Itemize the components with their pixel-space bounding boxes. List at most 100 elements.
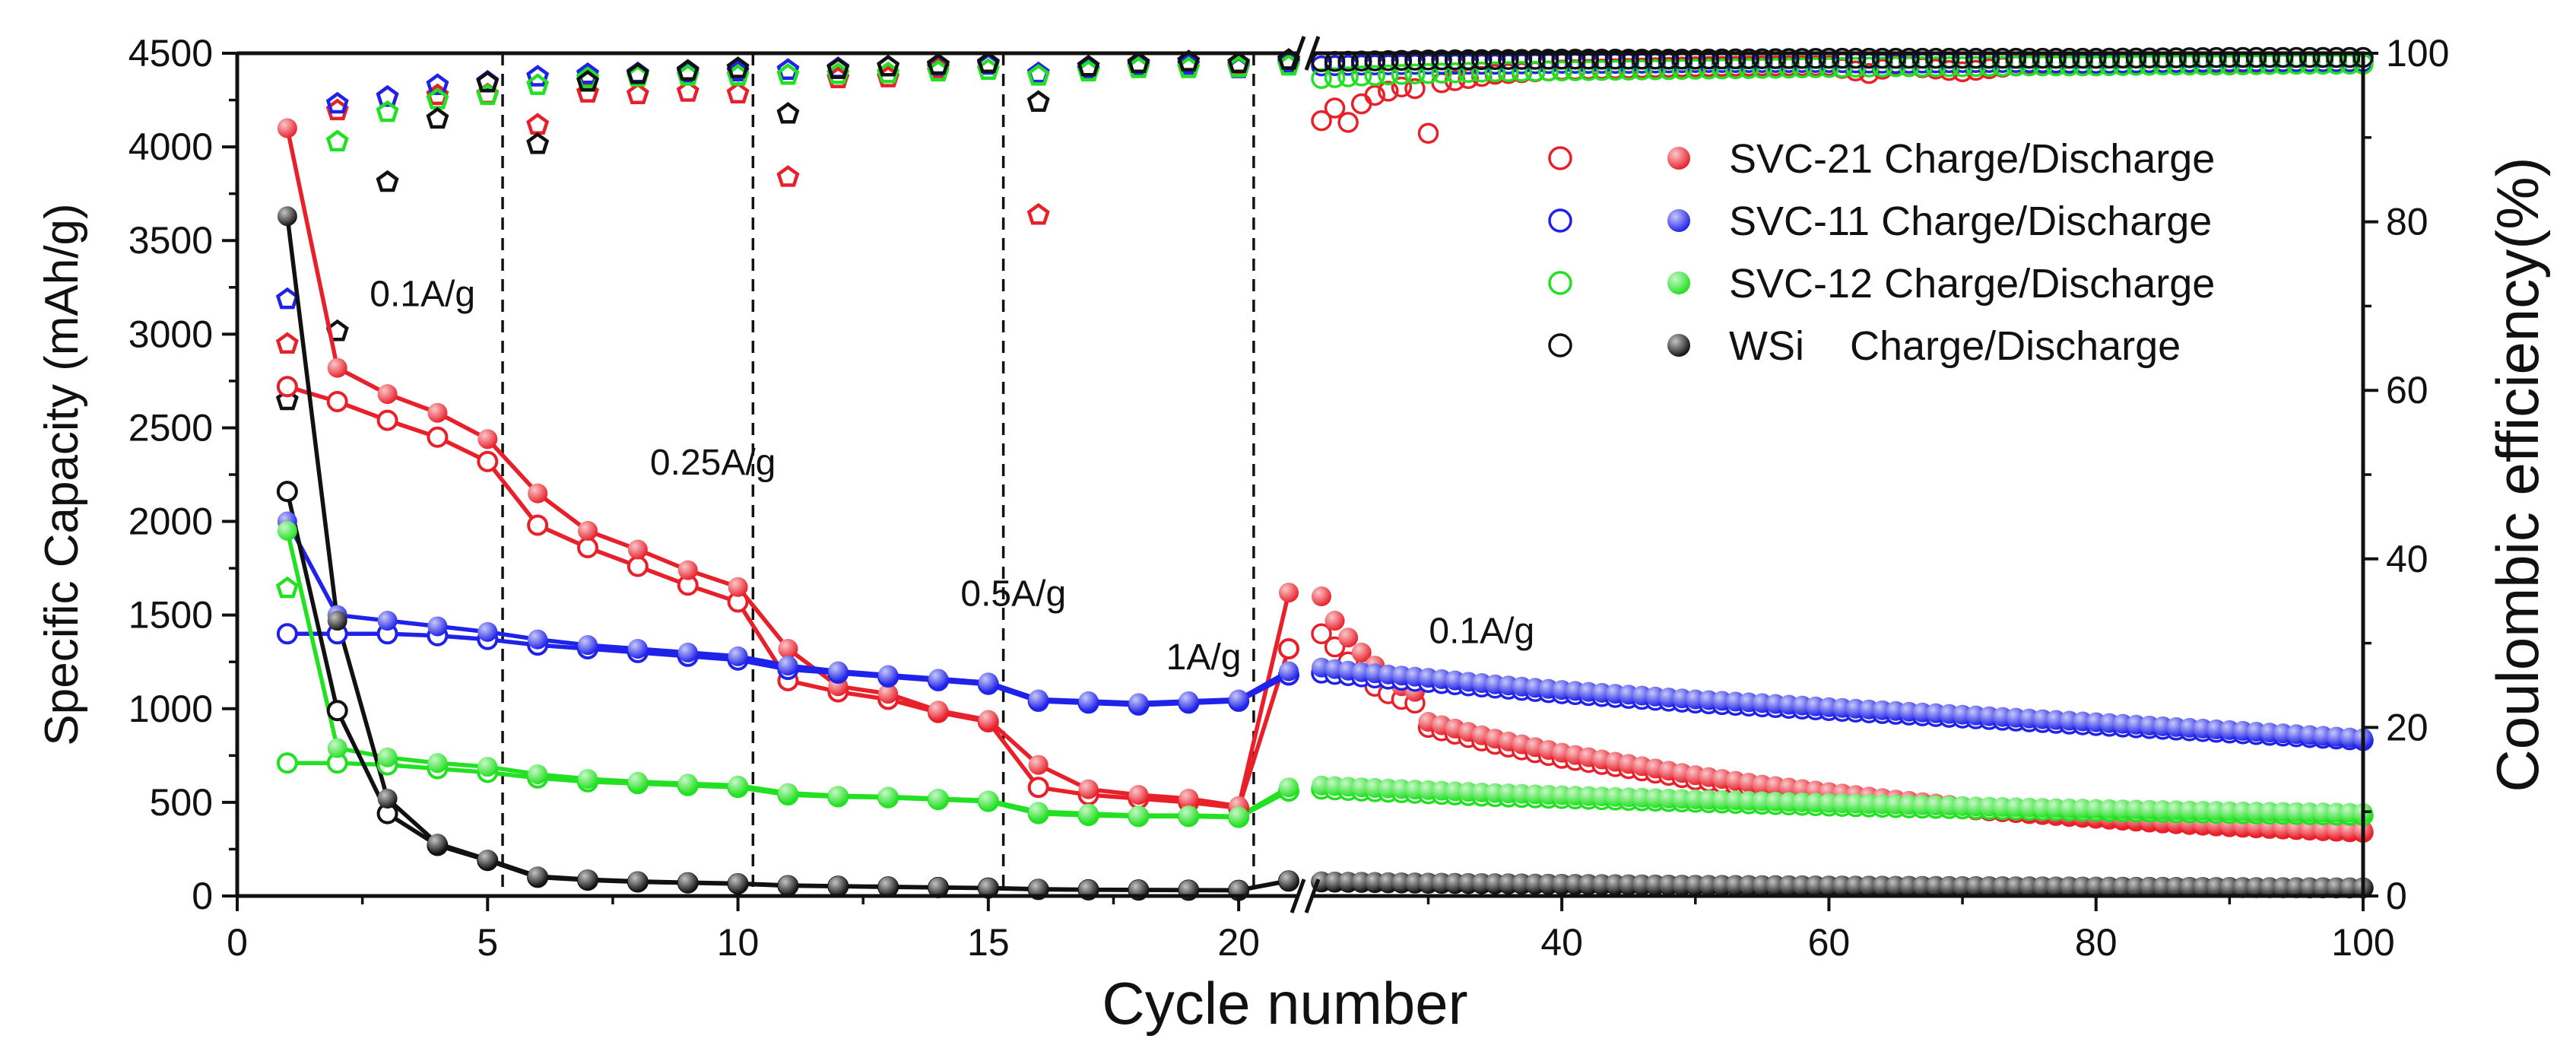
- ce-point-WSi: [2139, 47, 2160, 68]
- discharge-point-SVC-12: [528, 764, 548, 784]
- ce-point-WSi: [1911, 47, 1934, 69]
- y-left-tick-label: 1500: [128, 594, 213, 637]
- discharge-point-SVC-12: [677, 774, 698, 794]
- ce-point-WSi: [2232, 46, 2254, 68]
- ce-point-SVC-12: [1618, 59, 1639, 81]
- discharge-point-SVC-11: [1128, 693, 1149, 713]
- ce-point-SVC-11: [275, 287, 299, 310]
- rate-annotation: 0.25A/g: [650, 443, 776, 483]
- axes: 0 5 10 15 20 40 60 80 10005001000150020002500300…: [36, 32, 2551, 1037]
- ce-point-SVC-12: [1484, 61, 1506, 83]
- discharge-point-WSi: [377, 788, 398, 809]
- ce-point-WSi: [2019, 47, 2040, 69]
- ce-point-WSi: [1965, 47, 1987, 69]
- ce-point-SVC-12: [1578, 60, 1600, 81]
- discharge-point-SVC-12: [1179, 805, 1199, 826]
- x-tick-label: 15: [967, 921, 1010, 964]
- ce-point-WSi: [1227, 51, 1251, 74]
- discharge-point-SVC-12: [778, 783, 798, 803]
- discharge-point-SVC-12: [327, 738, 347, 758]
- discharge-point-WSi: [1028, 878, 1048, 899]
- legend-discharge-marker: [1667, 334, 1690, 357]
- discharge-point-SVC-11: [377, 611, 398, 631]
- ce-point-WSi: [1417, 49, 1439, 71]
- ce-point-SVC-21: [1324, 97, 1346, 119]
- ce-point-WSi: [1498, 49, 1519, 70]
- ce-point-SVC-12: [1431, 62, 1452, 84]
- discharge-point-SVC-11: [578, 635, 598, 656]
- coulombic-efficiency-layer: [275, 46, 2374, 599]
- ce-point-SVC-12: [1564, 60, 1586, 81]
- y-left-tick-label: 500: [150, 781, 213, 824]
- y-right-tick-label: 100: [2386, 32, 2449, 75]
- ce-point-SVC-11: [776, 58, 800, 80]
- ce-point-WSi: [1658, 49, 1680, 70]
- ce-point-SVC-12: [526, 73, 550, 95]
- ce-point-WSi: [2326, 46, 2347, 68]
- ce-point-SVC-21: [676, 80, 700, 102]
- discharge-point-SVC-21: [1312, 586, 1331, 607]
- discharge-point-SVC-11: [1078, 691, 1099, 711]
- discharge-point-SVC-12: [477, 757, 498, 777]
- discharge-point-SVC-11: [978, 672, 998, 693]
- discharge-point-SVC-11: [878, 665, 899, 685]
- legend-label: SVC-21 Charge/Discharge: [1729, 136, 2215, 182]
- ce-point-SVC-12: [1671, 59, 1692, 81]
- ce-point-SVC-12: [1724, 58, 1746, 80]
- ce-point-SVC-12: [1751, 58, 1773, 79]
- axis-break-mark: [1290, 878, 1306, 913]
- ce-point-SVC-12: [376, 100, 399, 122]
- ce-point-WSi: [1858, 47, 1880, 69]
- axis-break-mark: [1290, 36, 1306, 71]
- axis-break-mark: [1304, 36, 1321, 71]
- discharge-point-SVC-12: [377, 747, 398, 767]
- discharge-point-SVC-21: [1179, 788, 1199, 809]
- ce-point-WSi: [2085, 47, 2107, 69]
- x-axis-title: Cycle number: [1102, 970, 1467, 1037]
- ce-point-WSi: [1458, 49, 1479, 71]
- ce-point-SVC-12: [1591, 59, 1613, 81]
- ce-point-WSi: [1077, 54, 1100, 77]
- ce-point-WSi: [1671, 49, 1692, 70]
- ce-point-WSi: [1751, 48, 1773, 69]
- ce-point-WSi: [2165, 47, 2187, 68]
- ce-point-WSi: [2219, 46, 2241, 68]
- discharge-point-SVC-21: [1338, 627, 1359, 648]
- ce-point-WSi: [426, 106, 449, 129]
- ce-point-WSi: [1992, 47, 2013, 69]
- discharge-point-SVC-21: [728, 577, 748, 597]
- ce-point-WSi: [2099, 47, 2121, 69]
- discharge-point-SVC-21: [277, 118, 297, 138]
- discharge-point-SVC-11: [1229, 689, 1249, 710]
- ce-point-WSi: [1925, 47, 1946, 69]
- ce-point-SVC-12: [1712, 58, 1733, 80]
- ce-point-WSi: [2125, 47, 2147, 69]
- discharge-point-WSi: [928, 877, 948, 898]
- ce-point-WSi: [676, 59, 700, 81]
- legend: SVC-21 Charge/Discharge SVC-11 Charge/Dis…: [1548, 136, 2215, 369]
- y-right-tick-label: 60: [2386, 369, 2428, 411]
- legend-label: SVC-12 Charge/Discharge: [1729, 261, 2215, 307]
- y-right-axis-title: Coulombic efficiency(%): [2484, 157, 2551, 792]
- ce-point-WSi: [926, 52, 950, 75]
- ce-point-SVC-21: [1391, 76, 1413, 98]
- ce-point-WSi: [376, 170, 399, 192]
- charge-point-SVC-21: [1311, 623, 1332, 645]
- ce-point-SVC-21: [1026, 202, 1050, 225]
- ce-point-SVC-12: [1685, 59, 1706, 80]
- discharge-point-WSi: [828, 875, 849, 896]
- discharge-point-SVC-21: [327, 357, 347, 378]
- y-left-axis-title: Specific Capacity (mAh/g): [36, 203, 88, 745]
- ce-point-SVC-12: [275, 576, 299, 599]
- discharge-point-SVC-12: [578, 769, 598, 790]
- rate-annotation: 0.1A/g: [1429, 612, 1534, 652]
- ce-point-SVC-12: [1511, 61, 1533, 82]
- ce-point-WSi: [1712, 48, 1733, 70]
- charge-point-SVC-21: [376, 409, 398, 431]
- ce-point-WSi: [1444, 49, 1466, 71]
- ce-point-WSi: [1885, 47, 1907, 69]
- y-left-tick-label: 3000: [128, 313, 213, 355]
- ce-point-WSi: [1832, 47, 1853, 69]
- charge-point-SVC-21: [1027, 777, 1049, 799]
- ce-point-WSi: [1952, 47, 1973, 69]
